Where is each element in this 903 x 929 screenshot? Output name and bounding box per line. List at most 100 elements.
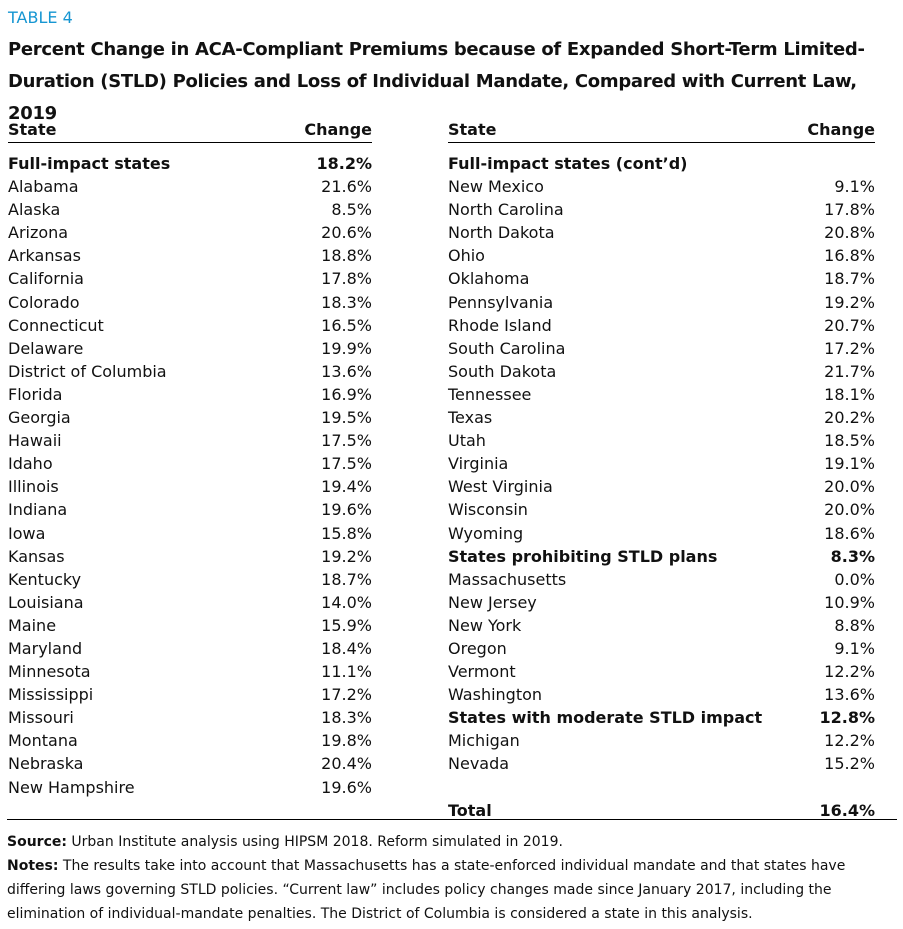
state-cell: Texas xyxy=(448,408,493,428)
table-row: Pennsylvania 19.2% xyxy=(448,291,875,314)
table-row: North Dakota 20.8% xyxy=(448,221,875,244)
change-cell: 8.3% xyxy=(830,546,875,566)
table-row: Arkansas 18.8% xyxy=(8,244,372,267)
table-row: Michigan 12.2% xyxy=(448,729,875,752)
change-cell: 0.0% xyxy=(834,569,875,589)
table-row: Maine 15.9% xyxy=(8,614,372,637)
state-cell: Hawaii xyxy=(8,431,62,451)
table-row: Florida 16.9% xyxy=(8,383,372,406)
change-cell: 20.7% xyxy=(824,315,875,335)
state-cell: Full-impact states (cont’d) xyxy=(448,154,688,173)
change-cell: 15.8% xyxy=(321,523,372,543)
table-row: Illinois 19.4% xyxy=(8,475,372,498)
state-cell: New Jersey xyxy=(448,592,537,612)
right-column: State Change Full-impact states (cont’d) Ne… xyxy=(448,118,875,822)
state-cell: New York xyxy=(448,615,522,635)
table-row: Iowa 15.8% xyxy=(8,522,372,545)
table-row: Full-impact states 18.2% xyxy=(8,152,372,175)
change-cell: 18.7% xyxy=(321,569,372,589)
state-cell: Washington xyxy=(448,685,543,705)
change-cell: 20.8% xyxy=(824,223,875,243)
table-row: Massachusetts 0.0% xyxy=(448,568,875,591)
change-cell: 15.9% xyxy=(321,615,372,635)
table-row: Ohio 16.8% xyxy=(448,244,875,267)
table-row: Total 16.4% xyxy=(448,799,875,822)
change-cell: 17.8% xyxy=(321,269,372,289)
table-row: Connecticut 16.5% xyxy=(8,314,372,337)
change-cell: 19.6% xyxy=(321,500,372,520)
header-change: Change xyxy=(807,120,875,139)
state-cell: Kentucky xyxy=(8,569,82,589)
change-cell: 8.8% xyxy=(834,615,875,635)
change-cell: 13.6% xyxy=(321,361,372,381)
state-cell: Maryland xyxy=(8,638,83,658)
change-cell: 16.8% xyxy=(824,246,875,266)
table-label: TABLE 4 xyxy=(8,8,73,27)
header-change: Change xyxy=(304,120,372,139)
change-cell: 9.1% xyxy=(834,638,875,658)
notes-text: The results take into account that Massa… xyxy=(7,858,846,922)
change-cell: 19.1% xyxy=(824,454,875,474)
change-cell: 14.0% xyxy=(321,592,372,612)
change-cell: 8.5% xyxy=(331,200,372,220)
table-row: Georgia 19.5% xyxy=(8,406,372,429)
table-row: States with moderate STLD impact 12.8% xyxy=(448,706,875,729)
state-cell: Nebraska xyxy=(8,754,84,774)
state-cell: New Hampshire xyxy=(8,777,135,797)
change-cell: 18.8% xyxy=(321,246,372,266)
change-cell: 13.6% xyxy=(824,685,875,705)
state-cell: Total xyxy=(448,800,492,820)
table-row: New York 8.8% xyxy=(448,614,875,637)
state-cell: Maine xyxy=(8,615,57,635)
change-cell: 20.4% xyxy=(321,754,372,774)
state-cell: States prohibiting STLD plans xyxy=(448,546,718,566)
table-row: Colorado 18.3% xyxy=(8,291,372,314)
change-cell: 16.9% xyxy=(321,384,372,404)
state-cell: South Carolina xyxy=(448,338,566,358)
change-cell: 19.2% xyxy=(824,292,875,312)
table-row: States prohibiting STLD plans 8.3% xyxy=(448,545,875,568)
state-cell: Arizona xyxy=(8,223,69,243)
change-cell: 18.1% xyxy=(824,384,875,404)
change-cell: 17.2% xyxy=(824,338,875,358)
table-row: South Carolina 17.2% xyxy=(448,337,875,360)
state-cell: Colorado xyxy=(8,292,80,312)
change-cell: 15.2% xyxy=(824,754,875,774)
state-cell: Idaho xyxy=(8,454,53,474)
table-row: Minnesota 11.1% xyxy=(8,660,372,683)
notes-label: Notes: xyxy=(7,858,59,874)
table-row: Oklahoma 18.7% xyxy=(448,267,875,290)
spacer-row xyxy=(448,776,875,799)
state-cell: Delaware xyxy=(8,338,84,358)
change-cell: 19.2% xyxy=(321,546,372,566)
state-cell: Oklahoma xyxy=(448,269,530,289)
state-cell: Wyoming xyxy=(448,523,524,543)
state-cell: West Virginia xyxy=(448,477,553,497)
table-row: Washington 13.6% xyxy=(448,683,875,706)
state-cell: Alaska xyxy=(8,200,61,220)
state-cell: Rhode Island xyxy=(448,315,552,335)
table-row: Vermont 12.2% xyxy=(448,660,875,683)
table-row: New Jersey 10.9% xyxy=(448,591,875,614)
change-cell: 17.5% xyxy=(321,454,372,474)
state-cell: Iowa xyxy=(8,523,46,543)
notes: Notes: The results take into account tha… xyxy=(7,854,897,926)
state-cell: Indiana xyxy=(8,500,68,520)
change-cell: 16.4% xyxy=(819,800,875,820)
change-cell: 17.5% xyxy=(321,431,372,451)
change-cell: 18.4% xyxy=(321,638,372,658)
table-row: Rhode Island 20.7% xyxy=(448,314,875,337)
table-row: Wisconsin 20.0% xyxy=(448,498,875,521)
state-cell: New Mexico xyxy=(448,177,544,197)
table-row: Montana 19.8% xyxy=(8,729,372,752)
state-cell: Ohio xyxy=(448,246,485,266)
change-cell: 19.8% xyxy=(321,731,372,751)
table-row: Virginia 19.1% xyxy=(448,452,875,475)
table-title: Percent Change in ACA-Compliant Premiums… xyxy=(8,39,865,124)
state-cell: Oregon xyxy=(448,638,507,658)
table-row: Oregon 9.1% xyxy=(448,637,875,660)
table-row: Hawaii 17.5% xyxy=(8,429,372,452)
header-row: State Change xyxy=(448,118,875,143)
table-row: Alaska 8.5% xyxy=(8,198,372,221)
